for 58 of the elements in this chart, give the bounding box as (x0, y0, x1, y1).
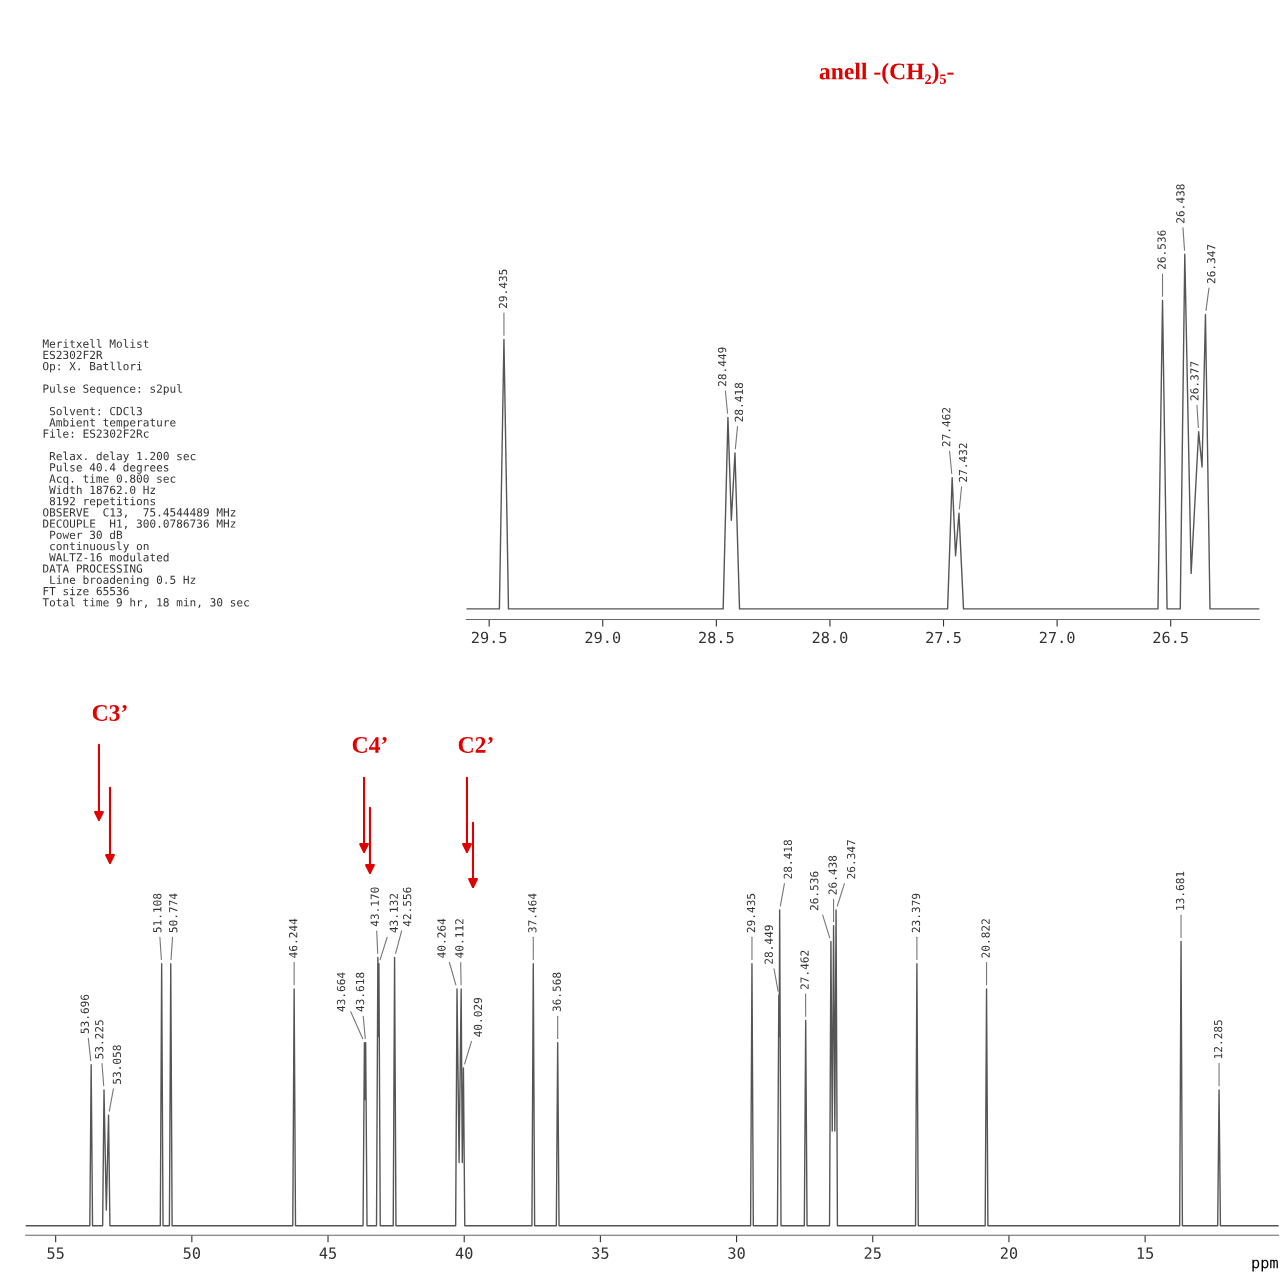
annotation: 43.170 (370, 887, 379, 927)
annotation: 26.347 (1207, 244, 1216, 284)
annotation: 20.822 (981, 919, 990, 958)
x-tick-label: 29.0 (585, 631, 621, 644)
x-tick-label: 25 (864, 1247, 881, 1259)
text: C3’ (92, 704, 127, 721)
x-tick-label: 45 (319, 1247, 336, 1259)
x-axis-title: ppm (1252, 1259, 1278, 1272)
annotation: 12.285 (1213, 1020, 1223, 1059)
annotation: 26.438 (828, 855, 837, 895)
annotation: 28.418 (734, 382, 744, 422)
annotation: 27.462 (942, 407, 951, 447)
annotation: 28.418 (783, 840, 793, 879)
x-tick-label: 27.0 (1039, 631, 1075, 644)
annotation: 27.432 (958, 443, 968, 482)
annotation: 40.112 (455, 919, 464, 958)
annotation: 29.435 (498, 269, 508, 309)
x-tick-label: 55 (47, 1247, 64, 1259)
text: Meritxell Molist ES2302F2R Op: X. Batllori Pulse Sequence: s2pul Solvent: CDCl3 Ambient temperature File: ES2302F2Rc Relax. delay 1.200 sec Pulse 40.4 degrees Acq. time 0.800 sec Width 18762.0 Hz 8192 repetitions OBSERVE C13, 75.4544489 MHz DECOUPLE H1, 300.0786736 MHz Power 30 dB continuously on WALTZ-16 modulated DATA PROCESSING Line broadening 0.5 Hz FT size 65536 Total time 9 hr, 18 min, 30 sec (42, 339, 249, 608)
annotation: 43.618 (355, 972, 365, 1012)
x-tick-label: 30 (728, 1247, 745, 1259)
chart-title: anell -(CH₂)₅- (819, 62, 954, 85)
x-tick-label: 40 (455, 1247, 473, 1259)
annotation: 26.536 (810, 871, 819, 911)
text: C4’ (352, 736, 387, 753)
annotation: 53.058 (112, 1045, 122, 1084)
annotation: 40.029 (473, 997, 483, 1037)
annotation: 46.244 (288, 918, 298, 958)
x-tick-label: 28.5 (699, 631, 734, 644)
annotation: 26.536 (1157, 230, 1166, 269)
annotation: 50.774 (169, 893, 178, 933)
annotation: 29.435 (746, 893, 756, 933)
annotation: 51.108 (153, 893, 162, 933)
text: C2’ (458, 736, 493, 753)
annotation: 43.132 (389, 893, 398, 933)
x-tick-label: 15 (1137, 1247, 1154, 1259)
annotation: 26.377 (1190, 361, 1199, 401)
x-tick-label: 28.0 (812, 631, 848, 644)
annotation: 28.449 (717, 347, 727, 387)
x-tick-label: 50 (183, 1247, 201, 1259)
annotation: 26.347 (846, 840, 856, 879)
annotation: 37.464 (528, 893, 537, 933)
x-tick-label: 29.5 (471, 631, 507, 644)
annotation: 13.681 (1175, 871, 1185, 910)
annotation: 40.264 (437, 918, 446, 958)
annotation: 42.556 (402, 887, 412, 927)
x-tick-label: 26.5 (1153, 631, 1188, 644)
annotation: 36.568 (552, 972, 561, 1012)
x-tick-label: 27.5 (926, 631, 961, 644)
annotation: 43.664 (336, 972, 346, 1012)
annotation: 23.379 (911, 893, 921, 933)
annotation: 53.225 (95, 1020, 104, 1059)
annotation: 53.696 (80, 994, 89, 1034)
x-tick-label: 35 (592, 1247, 609, 1259)
annotation: 26.438 (1176, 184, 1185, 223)
annotation: 28.449 (764, 925, 773, 964)
annotation: 27.462 (800, 950, 809, 990)
x-tick-label: 20 (1000, 1247, 1018, 1259)
